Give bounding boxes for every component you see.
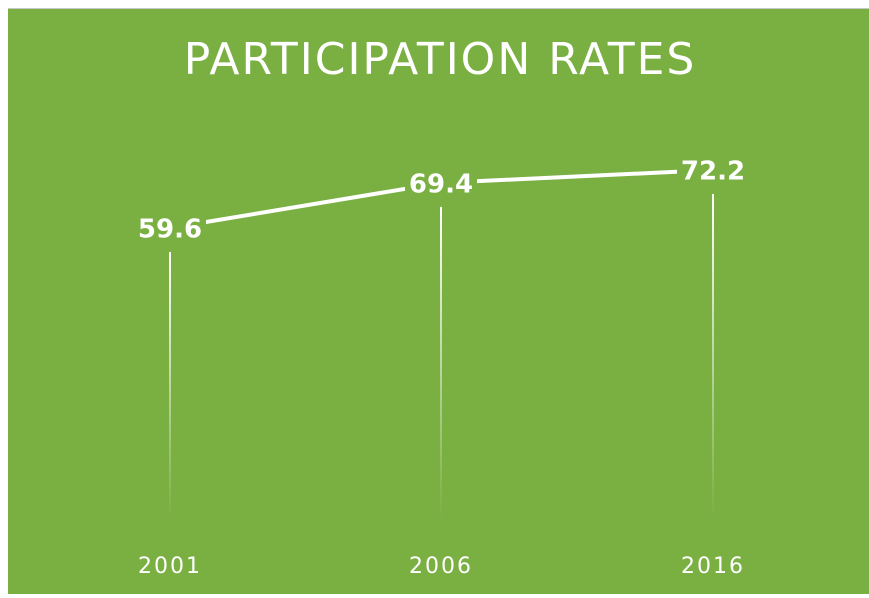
x-tick-label: 2016 [681, 554, 745, 579]
data-label: 69.4 [409, 169, 473, 199]
background [8, 9, 869, 594]
plot: 2001 2006 2016 59.6 69.4 72.2 [134, 154, 749, 579]
x-tick-label: 2001 [138, 554, 202, 579]
drop-line [440, 206, 442, 520]
drop-line [169, 252, 171, 520]
frame-top [0, 0, 869, 8]
chart-title: PARTICIPATION RATES [184, 34, 697, 85]
label-mask [405, 166, 477, 199]
label-mask [134, 212, 206, 244]
label-mask [677, 154, 749, 186]
x-tick-label: 2006 [409, 554, 473, 579]
data-label: 59.6 [138, 215, 202, 245]
drop-line [712, 194, 714, 520]
data-label: 72.2 [681, 157, 745, 187]
